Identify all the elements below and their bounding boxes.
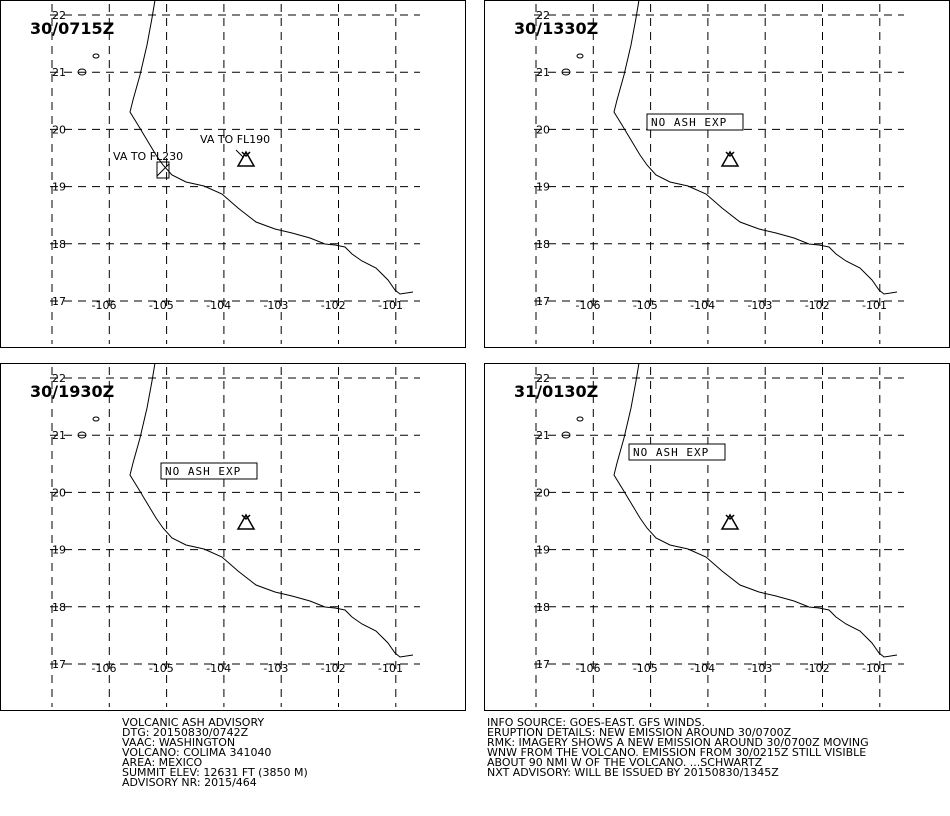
map-panel: 22 21 20 19 18 17 -106 -105 -104 -103 -102 -101 30/1… [484, 0, 950, 348]
island [561, 68, 571, 76]
ash-area [156, 161, 170, 179]
coastline [129, 362, 414, 658]
valid-time: 30/0715Z [30, 19, 114, 38]
ash-pointer [235, 149, 244, 158]
island [576, 416, 584, 422]
advisory-line: INFO SOURCE: GOES-EAST. GFS WINDS. [487, 716, 705, 729]
latitude-label: 20 [52, 486, 66, 499]
longitude-label: -104 [206, 299, 231, 312]
longitude-label: -105 [149, 662, 174, 675]
latitude-label: 21 [52, 429, 66, 442]
longitude-label: -106 [576, 299, 601, 312]
ash-label: NO ASH EXP [651, 116, 727, 129]
label-box [628, 443, 726, 461]
volcano-symbol [720, 150, 740, 167]
latitude-label: 20 [52, 123, 66, 136]
longitude-label: -101 [378, 299, 403, 312]
longitude-label: -102 [321, 662, 346, 675]
coastline [613, 0, 898, 295]
latitude-label: 21 [536, 66, 550, 79]
coastline [129, 0, 414, 295]
advisory-line: NXT ADVISORY: WILL BE ISSUED BY 20150830… [487, 766, 779, 779]
ash-label: NO ASH EXP [165, 465, 241, 478]
latitude-label: 21 [52, 66, 66, 79]
longitude-label: -106 [92, 662, 117, 675]
island [92, 416, 100, 422]
label-box [646, 113, 744, 131]
latitude-label: 18 [536, 238, 550, 251]
latitude-label: 17 [536, 658, 550, 671]
map-panel: 22 21 20 19 18 17 -106 -105 -104 -103 -102 -101 30/0… [0, 0, 466, 348]
advisory-line: ADVISORY NR: 2015/464 [122, 776, 257, 789]
volcano-symbol [236, 513, 256, 530]
latitude-label: 22 [536, 372, 550, 385]
map-panel: 22 21 20 19 18 17 -106 -105 -104 -103 -102 -101 30/1… [0, 362, 466, 711]
longitude-label: -101 [862, 299, 887, 312]
longitude-label: -101 [862, 662, 887, 675]
ash-label: NO ASH EXP [633, 446, 709, 459]
latitude-label: 18 [52, 601, 66, 614]
longitude-label: -102 [805, 299, 830, 312]
advisory-line: ABOUT 90 NMI W OF THE VOLCANO. ...SCHWAR… [487, 756, 763, 769]
longitude-label: -105 [633, 662, 658, 675]
longitude-label: -103 [263, 662, 288, 675]
latitude-label: 19 [52, 544, 66, 557]
latitude-label: 17 [52, 295, 66, 308]
panel-frame [0, 363, 466, 711]
valid-time: 30/1330Z [514, 19, 598, 38]
advisory-line: AREA: MEXICO [122, 756, 203, 769]
longitude-label: -106 [576, 662, 601, 675]
latitude-label: 17 [52, 658, 66, 671]
island [561, 431, 571, 439]
advisory-line: VOLCANIC ASH ADVISORY [122, 716, 264, 729]
island [77, 431, 87, 439]
longitude-label: -105 [633, 299, 658, 312]
latitude-label: 20 [536, 486, 550, 499]
coastline [613, 362, 898, 658]
ash-hatch [156, 163, 170, 177]
volcano-symbol [236, 150, 256, 167]
island [77, 68, 87, 76]
latitude-label: 22 [536, 9, 550, 22]
latitude-label: 20 [536, 123, 550, 136]
island [92, 53, 100, 59]
advisory-line: SUMMIT ELEV: 12631 FT (3850 M) [122, 766, 308, 779]
advisory-line: WNW FROM THE VOLCANO. EMISSION FROM 30/0… [487, 746, 866, 759]
latitude-label: 19 [536, 181, 550, 194]
advisory-line: DTG: 20150830/0742Z [122, 726, 249, 739]
longitude-label: -103 [747, 662, 772, 675]
longitude-label: -106 [92, 299, 117, 312]
latitude-label: 19 [52, 181, 66, 194]
longitude-label: -104 [690, 662, 715, 675]
advisory-line: ERUPTION DETAILS: NEW EMISSION AROUND 30… [487, 726, 792, 739]
valid-time: 31/0130Z [514, 382, 598, 401]
longitude-label: -105 [149, 299, 174, 312]
panel-frame [0, 0, 466, 348]
advisory-line: RMK: IMAGERY SHOWS A NEW EMISSION AROUND… [487, 736, 869, 749]
latitude-label: 21 [536, 429, 550, 442]
latitude-label: 22 [52, 9, 66, 22]
island [576, 53, 584, 59]
longitude-label: -101 [378, 662, 403, 675]
latitude-label: 17 [536, 295, 550, 308]
longitude-label: -104 [206, 662, 231, 675]
longitude-label: -102 [805, 662, 830, 675]
longitude-label: -104 [690, 299, 715, 312]
longitude-label: -102 [321, 299, 346, 312]
volcano-symbol [720, 513, 740, 530]
valid-time: 30/1930Z [30, 382, 114, 401]
latitude-label: 18 [536, 601, 550, 614]
ash-label: VA TO FL190 [200, 133, 270, 146]
latitude-label: 18 [52, 238, 66, 251]
advisory-line: VAAC: WASHINGTON [122, 736, 235, 749]
longitude-label: -103 [747, 299, 772, 312]
latitude-label: 22 [52, 372, 66, 385]
latitude-label: 19 [536, 544, 550, 557]
longitude-label: -103 [263, 299, 288, 312]
ash-label: VA TO FL230 [113, 150, 183, 163]
map-panel: 22 21 20 19 18 17 -106 -105 -104 -103 -102 -101 31/0… [484, 362, 950, 711]
advisory-line: VOLCANO: COLIMA 341040 [122, 746, 271, 759]
label-box [160, 462, 258, 480]
